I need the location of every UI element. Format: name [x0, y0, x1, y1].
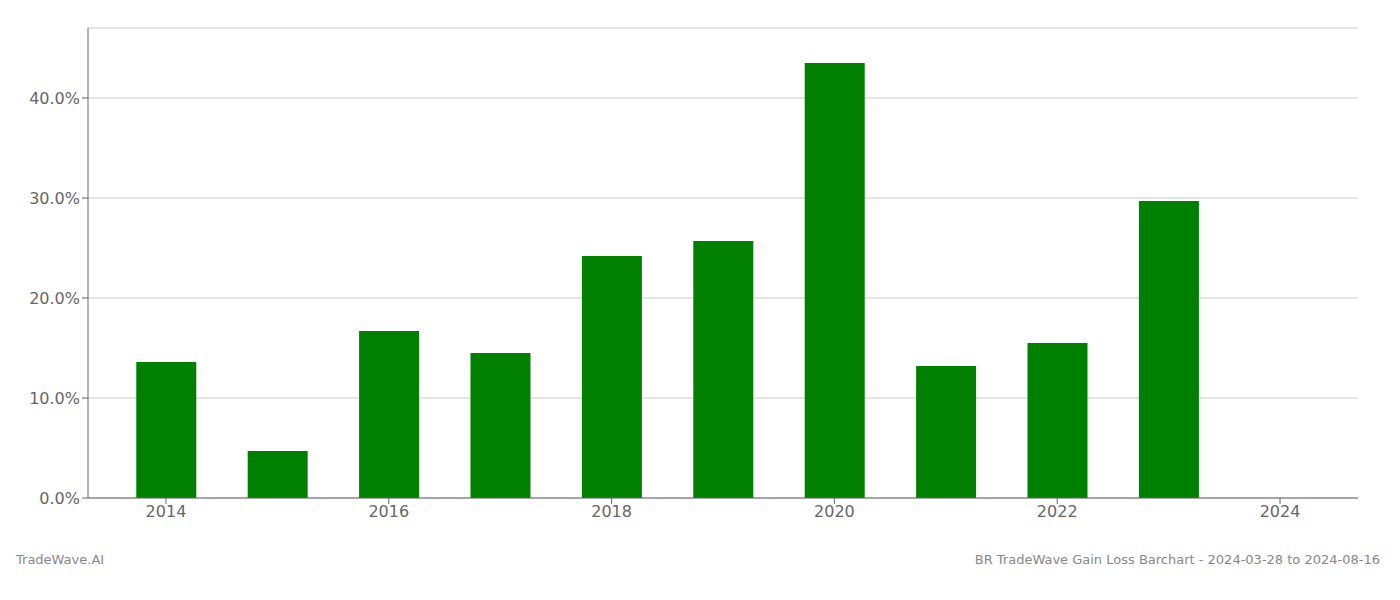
svg-text:2020: 2020	[814, 502, 855, 521]
svg-text:40.0%: 40.0%	[29, 89, 80, 108]
svg-text:20.0%: 20.0%	[29, 289, 80, 308]
html-text:BR TradeWave Gain Loss Barchar: BR TradeWave Gain Loss Barchart - 2024-0…	[974, 552, 1380, 567]
html-text:TradeWave.AI: TradeWave.AI	[16, 552, 105, 567]
svg-text:2022: 2022	[1037, 502, 1078, 521]
svg-text:30.0%: 30.0%	[29, 189, 80, 208]
svg-text:2016: 2016	[368, 502, 409, 521]
svg-text:2018: 2018	[591, 502, 632, 521]
svg-text:10.0%: 10.0%	[29, 389, 80, 408]
svg-text:2014: 2014	[146, 502, 187, 521]
svg-text:2024: 2024	[1260, 502, 1301, 521]
svg-text:0.0%: 0.0%	[39, 489, 80, 508]
